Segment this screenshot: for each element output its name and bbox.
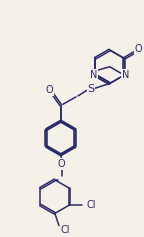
Text: O: O bbox=[46, 85, 54, 95]
Text: O: O bbox=[58, 159, 66, 169]
Text: Cl: Cl bbox=[61, 225, 70, 235]
Text: Cl: Cl bbox=[87, 200, 96, 210]
Text: O: O bbox=[134, 44, 142, 55]
Text: S: S bbox=[88, 83, 95, 94]
Text: N: N bbox=[122, 70, 129, 80]
Text: N: N bbox=[90, 70, 98, 80]
